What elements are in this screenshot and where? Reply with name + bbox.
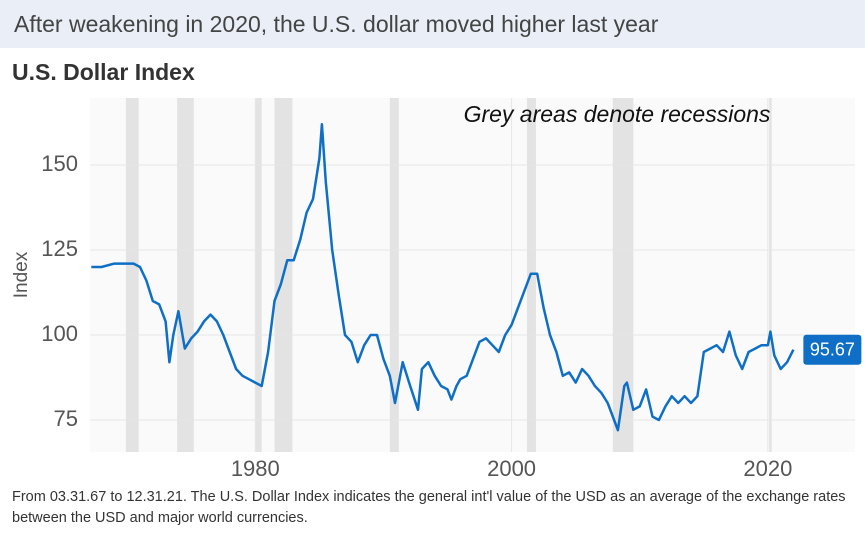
y-axis-label: Index bbox=[11, 251, 32, 298]
x-tick-label: 2020 bbox=[743, 456, 792, 481]
recession bbox=[125, 98, 139, 452]
y-tick-label: 125 bbox=[41, 236, 78, 261]
y-tick-label: 150 bbox=[41, 151, 78, 176]
recession bbox=[177, 98, 194, 452]
x-tick-label: 2000 bbox=[487, 456, 536, 481]
header: After weakening in 2020, the U.S. dollar… bbox=[0, 0, 865, 48]
y-tick-label: 75 bbox=[54, 406, 78, 431]
recession bbox=[389, 98, 399, 452]
annotation: Grey areas denote recessions bbox=[464, 101, 771, 127]
recession bbox=[255, 98, 262, 452]
footnote: From 03.31.67 to 12.31.21. The U.S. Doll… bbox=[12, 489, 846, 526]
plot-area bbox=[90, 98, 855, 452]
y-tick-label: 100 bbox=[41, 321, 78, 346]
chart: U.S. Dollar Index 75 100 125 150 1980 2000 202… bbox=[11, 59, 862, 481]
recession bbox=[769, 98, 772, 452]
end-label: 95.67 bbox=[810, 339, 855, 359]
x-tick-label: 1980 bbox=[231, 456, 280, 481]
chart-title: U.S. Dollar Index bbox=[12, 59, 195, 85]
end-label-box bbox=[803, 334, 862, 365]
line bbox=[91, 122, 795, 432]
recession bbox=[612, 98, 634, 452]
